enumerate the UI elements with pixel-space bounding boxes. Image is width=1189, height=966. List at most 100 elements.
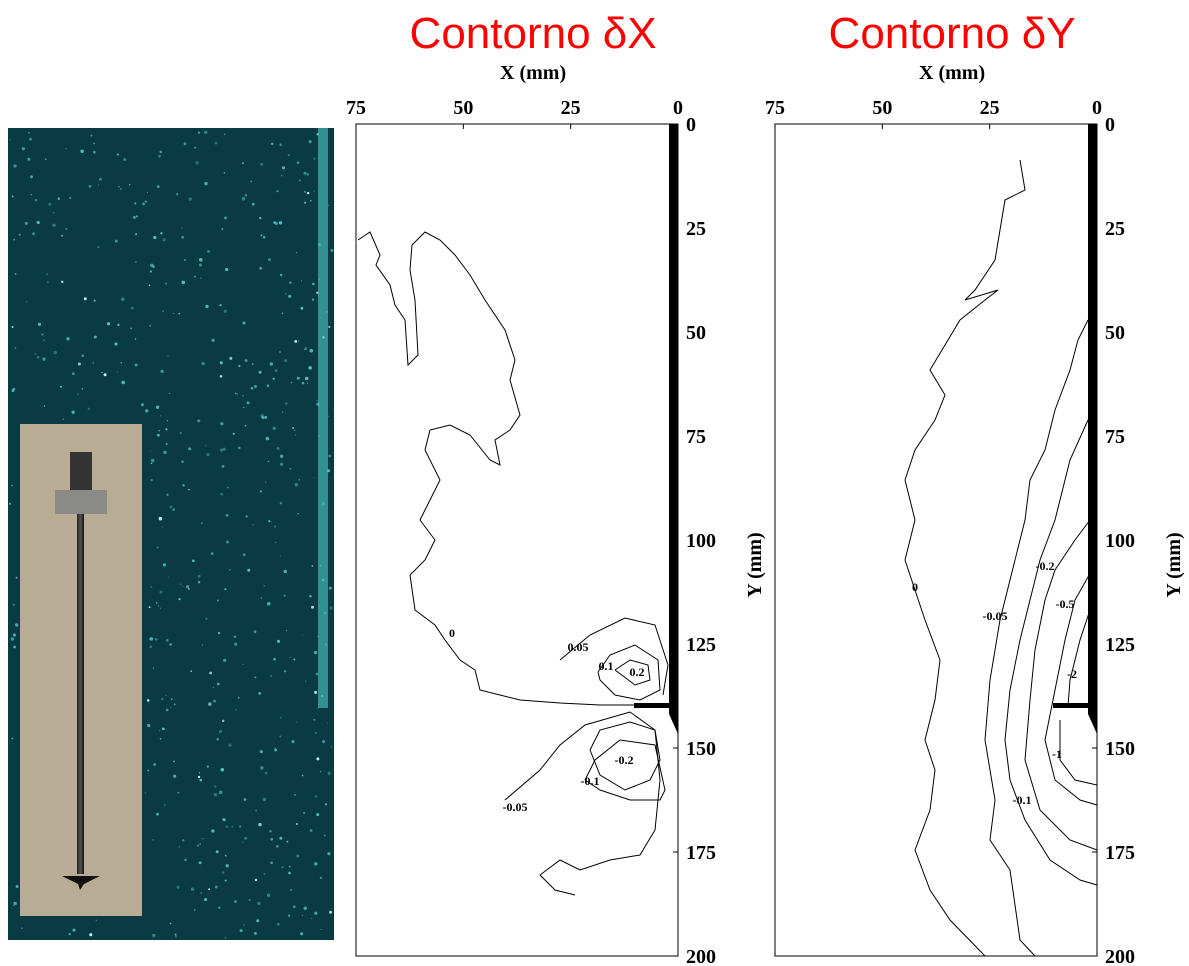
- speckle: [297, 161, 300, 164]
- speckle: [199, 264, 202, 267]
- speckle: [256, 919, 259, 922]
- speckle: [13, 604, 16, 607]
- speckle: [233, 433, 235, 435]
- speckle: [320, 877, 322, 879]
- speckle: [258, 692, 261, 695]
- speckle: [198, 581, 200, 583]
- speckle: [160, 151, 163, 154]
- speckle: [222, 228, 224, 230]
- speckle: [312, 283, 315, 286]
- speckle: [314, 862, 317, 865]
- speckle: [304, 172, 307, 175]
- speckle: [328, 326, 330, 328]
- speckle: [215, 886, 218, 889]
- speckle: [242, 197, 246, 201]
- speckle: [209, 672, 212, 675]
- y-tick-label: 100: [686, 530, 716, 552]
- speckle: [160, 608, 161, 609]
- speckle: [260, 234, 262, 236]
- speckle: [295, 434, 296, 435]
- speckle: [61, 235, 63, 237]
- speckle: [145, 792, 146, 793]
- speckle: [202, 838, 203, 839]
- contour-label: 0: [912, 580, 918, 594]
- speckle: [267, 894, 270, 897]
- anchor-plate: [1053, 703, 1097, 708]
- speckle: [226, 514, 229, 517]
- speckle: [121, 381, 125, 385]
- speckle: [173, 313, 174, 314]
- speckle: [175, 933, 177, 935]
- rod-nut: [55, 490, 107, 514]
- speckle: [38, 323, 41, 326]
- x-tick-label: 25: [561, 97, 581, 119]
- speckle: [166, 695, 167, 696]
- y-tick-label: 150: [686, 738, 716, 760]
- speckle: [157, 547, 159, 549]
- speckle: [225, 879, 227, 881]
- speckle: [204, 898, 207, 901]
- speckle: [182, 228, 183, 229]
- speckle: [218, 907, 221, 910]
- speckle: [72, 372, 75, 375]
- speckle: [211, 829, 214, 832]
- contour-label: -0.5: [1056, 597, 1075, 611]
- speckle: [46, 273, 47, 274]
- speckle: [229, 357, 232, 360]
- speckle: [205, 305, 208, 308]
- speckle: [279, 735, 281, 737]
- speckle: [13, 646, 16, 649]
- speckle: [98, 184, 99, 185]
- speckle: [245, 515, 247, 517]
- speckle: [135, 338, 137, 340]
- speckle: [270, 362, 274, 366]
- speckle: [315, 732, 317, 734]
- speckle: [219, 304, 221, 306]
- x-tick-label: 0: [1092, 97, 1102, 119]
- speckle: [117, 154, 119, 156]
- speckle: [220, 422, 223, 425]
- speckle: [168, 577, 169, 578]
- speckle: [234, 643, 237, 646]
- speckle: [270, 861, 273, 864]
- speckle: [318, 636, 319, 637]
- speckle: [297, 377, 300, 380]
- speckle: [167, 420, 168, 421]
- speckle: [69, 933, 71, 935]
- speckle: [227, 487, 229, 489]
- speckle: [271, 143, 273, 145]
- speckle: [28, 132, 30, 134]
- speckle: [167, 355, 168, 356]
- speckle: [25, 222, 28, 225]
- y-tick-label: 25: [686, 218, 706, 240]
- speckle: [211, 339, 214, 342]
- speckle: [293, 658, 295, 660]
- speckle: [26, 301, 27, 302]
- speckle: [180, 583, 181, 584]
- speckle: [175, 935, 177, 937]
- chart-title: Contorno δX: [410, 9, 657, 58]
- speckle: [65, 228, 67, 230]
- speckle: [145, 409, 148, 412]
- speckle: [15, 273, 17, 275]
- speckle: [254, 630, 257, 633]
- contour-label: 0.1: [599, 659, 614, 673]
- speckle: [222, 465, 225, 468]
- speckle: [43, 340, 44, 341]
- speckle: [234, 900, 237, 903]
- speckle: [170, 923, 172, 925]
- speckle: [199, 861, 202, 864]
- x-tick-label: 50: [872, 97, 892, 119]
- speckle: [259, 267, 262, 270]
- speckle: [316, 757, 319, 760]
- speckle: [322, 336, 325, 339]
- speckle: [289, 866, 291, 868]
- speckle: [224, 588, 226, 590]
- speckle: [165, 428, 167, 430]
- speckle: [211, 552, 214, 555]
- speckle: [188, 447, 191, 450]
- speckle: [156, 406, 159, 409]
- speckle: [317, 400, 318, 401]
- speckle: [307, 383, 308, 384]
- speckle: [303, 812, 305, 814]
